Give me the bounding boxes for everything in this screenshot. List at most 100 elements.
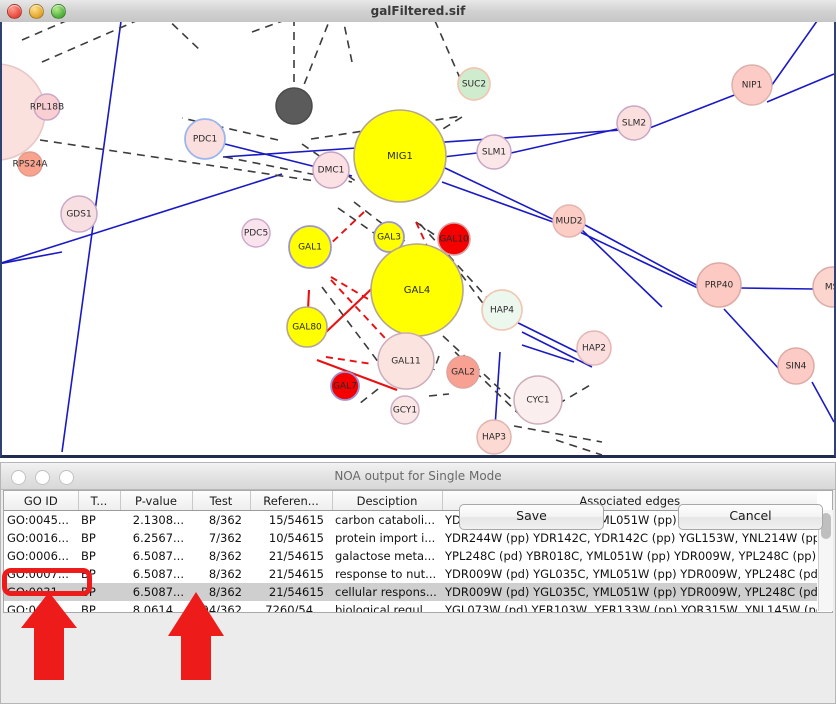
- cell-associated-edges: YDR009W (pd) YGL035C, YML051W (pp) YDR00…: [442, 583, 817, 601]
- node-GDS1[interactable]: [60, 195, 98, 233]
- column-header-reference[interactable]: Referen...: [250, 491, 333, 511]
- main-window: galFiltered.sif: [0, 0, 836, 458]
- network-canvas[interactable]: RPL18B RPS24A GDS1 PDC1 PDC5 SUC2 MIG1 D…: [0, 22, 836, 458]
- node-GAL4[interactable]: [370, 243, 464, 337]
- node-MUD2[interactable]: [552, 204, 586, 238]
- cell-go-id: GO:0007...: [7, 567, 69, 581]
- maximize-icon[interactable]: [51, 4, 66, 19]
- cell-test: 8/362: [192, 583, 250, 601]
- cell-p-value: 6.5087...: [132, 567, 184, 581]
- node-NIP1[interactable]: [731, 64, 773, 106]
- column-header-type[interactable]: T...: [78, 491, 121, 511]
- main-titlebar: galFiltered.sif: [0, 0, 836, 23]
- node-MSI[interactable]: [812, 266, 834, 308]
- cell-type: BP: [81, 531, 96, 545]
- cell-associated-edges: YDR009W (pd) YGL035C, YML051W (pp) YDR00…: [445, 567, 817, 581]
- cell-p-value: 2.1308...: [132, 513, 184, 527]
- minimize-icon[interactable]: [35, 470, 50, 485]
- column-header-p-value[interactable]: P-value: [120, 491, 193, 511]
- cell-p-value: 6.5087...: [132, 549, 184, 563]
- minimize-icon[interactable]: [29, 4, 44, 19]
- node-RPL18B[interactable]: [33, 93, 61, 121]
- node-HAP2[interactable]: [576, 330, 612, 366]
- node-GAL1[interactable]: [288, 225, 332, 269]
- cell-type: BP: [81, 549, 96, 563]
- node-SIN4[interactable]: [777, 347, 815, 385]
- save-button[interactable]: Save: [459, 504, 604, 530]
- scrollbar-thumb[interactable]: [821, 513, 831, 539]
- cell-description: carbon cataboli...: [335, 513, 435, 527]
- cell-description: cellular respons...: [332, 583, 442, 601]
- cell-go-id: GO:0016...: [7, 531, 69, 545]
- node-CYC1[interactable]: [513, 375, 563, 425]
- cell-associated-edges: YPL248C (pd) YBR018C, YML051W (pp) YDR00…: [445, 549, 817, 563]
- cell-go-id: GO:0031...: [4, 583, 78, 601]
- cell-description: response to nut...: [335, 567, 437, 581]
- cell-test: 8/362: [208, 513, 242, 527]
- cell-test: 8/362: [208, 567, 242, 581]
- cell-description: biological regul...: [335, 603, 434, 613]
- noa-titlebar: NOA output for Single Mode: [1, 463, 835, 490]
- cell-reference: 21/54615: [268, 549, 324, 563]
- node-PDC5[interactable]: [241, 218, 271, 248]
- cell-go-id: GO:0045...: [7, 513, 69, 527]
- node-GAL80[interactable]: [286, 306, 328, 348]
- cell-p-value: 6.5087...: [120, 583, 192, 601]
- noa-output-window: NOA output for Single Mode GO ID T... P-…: [0, 462, 836, 704]
- column-header-test[interactable]: Test: [192, 491, 251, 511]
- cell-reference: 15/54615: [268, 513, 324, 527]
- cell-p-value: 6.2567...: [132, 531, 184, 545]
- node-HAP3[interactable]: [476, 419, 512, 455]
- noa-window-controls: [11, 470, 74, 485]
- cancel-button[interactable]: Cancel: [678, 504, 823, 530]
- cell-type: BP: [81, 603, 96, 613]
- node-MIG1[interactable]: [353, 109, 447, 203]
- window-title: galFiltered.sif: [370, 4, 466, 18]
- maximize-icon[interactable]: [59, 470, 74, 485]
- table-row-selected[interactable]: GO:0031... BP 6.5087... 8/362 21/54615 c…: [4, 583, 817, 601]
- node-GAL2[interactable]: [446, 355, 480, 389]
- cell-go-id: GO:0065...: [7, 603, 69, 613]
- cell-test: 7/362: [208, 531, 242, 545]
- table-row[interactable]: GO:0065... BP 8.0614... 94/362 7260/54..…: [4, 601, 817, 613]
- node-GAL11[interactable]: [377, 332, 435, 390]
- node-SLM2[interactable]: [616, 105, 652, 141]
- node-GAL7[interactable]: [330, 371, 360, 401]
- node-PDC1[interactable]: [184, 118, 226, 160]
- cell-associated-edges: YGL073W (pd) YER103W, YER133W (pp) YOR31…: [445, 603, 817, 613]
- cell-type: BP: [78, 583, 120, 601]
- close-icon[interactable]: [7, 4, 22, 19]
- cell-reference: 21/54615: [250, 583, 332, 601]
- node-HAP4[interactable]: [481, 289, 523, 331]
- window-controls: [7, 4, 66, 19]
- table-row[interactable]: GO:0016... BP 6.2567... 7/362 10/54615 p…: [4, 529, 817, 547]
- node-RPS24A[interactable]: [17, 151, 43, 177]
- table-row[interactable]: GO:0006... BP 6.5087... 8/362 21/54615 g…: [4, 547, 817, 565]
- cell-description: protein import i...: [335, 531, 436, 545]
- node-GCY1[interactable]: [390, 395, 420, 425]
- node-GAL10[interactable]: [437, 222, 471, 256]
- table-row[interactable]: GO:0007... BP 6.5087... 8/362 21/54615 r…: [4, 565, 817, 583]
- node-DMC1[interactable]: [312, 151, 350, 189]
- cell-description: galactose meta...: [335, 549, 435, 563]
- go-results-table-container[interactable]: GO ID T... P-value Test Referen... Desci…: [3, 490, 833, 613]
- node-unlabeled-dark[interactable]: [275, 87, 313, 125]
- cell-test: 94/362: [201, 603, 242, 613]
- node-SLM1[interactable]: [476, 134, 512, 170]
- cell-associated-edges: YDR244W (pp) YDR142C, YDR142C (pp) YGL15…: [445, 531, 817, 545]
- network-graph[interactable]: RPL18B RPS24A GDS1 PDC1 PDC5 SUC2 MIG1 D…: [2, 22, 834, 455]
- cell-type: BP: [81, 567, 96, 581]
- cell-reference: 7260/54...: [265, 603, 324, 613]
- node-SUC2[interactable]: [457, 67, 491, 101]
- network-nodes[interactable]: RPL18B RPS24A GDS1 PDC1 PDC5 SUC2 MIG1 D…: [2, 63, 834, 455]
- column-header-go-id[interactable]: GO ID: [4, 491, 79, 511]
- network-edges: [2, 22, 834, 455]
- close-icon[interactable]: [11, 470, 26, 485]
- node-GAL3[interactable]: [373, 221, 405, 253]
- dialog-button-bar: [1, 615, 835, 703]
- go-results-table: GO ID T... P-value Test Referen... Desci…: [4, 491, 817, 613]
- table-scrollbar[interactable]: [818, 510, 833, 611]
- node-PRP40[interactable]: [696, 262, 742, 308]
- column-header-description[interactable]: Desciption: [332, 491, 443, 511]
